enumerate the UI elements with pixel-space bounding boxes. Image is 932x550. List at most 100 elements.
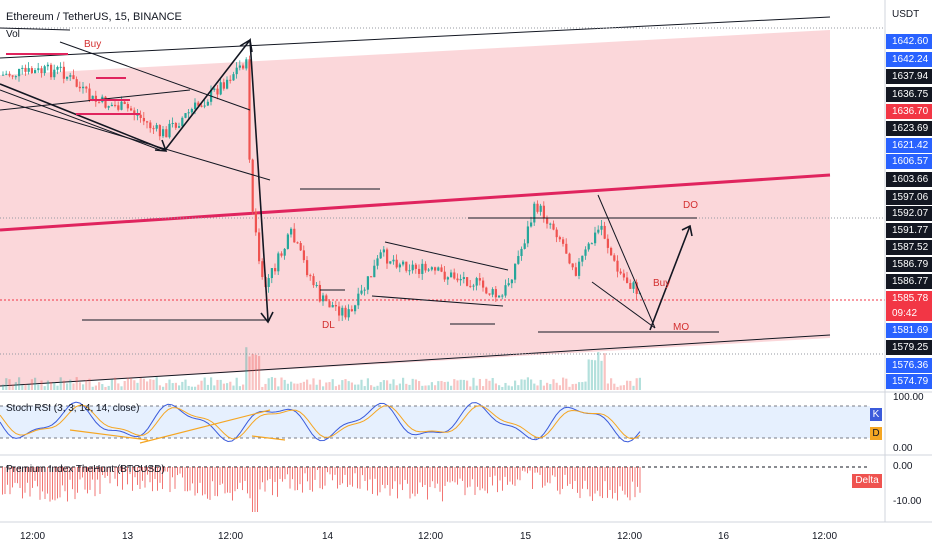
candle-body bbox=[456, 278, 459, 281]
channel-bottom-line[interactable] bbox=[0, 334, 831, 387]
stoch-k-tag: K bbox=[870, 408, 882, 421]
premium-bar bbox=[62, 467, 63, 486]
premium-bar bbox=[324, 467, 326, 486]
premium-bar bbox=[589, 467, 591, 497]
premium-bar bbox=[272, 467, 273, 496]
candle-body bbox=[347, 309, 350, 318]
premium-bar bbox=[277, 467, 278, 497]
candle-body bbox=[501, 295, 504, 297]
candle-body bbox=[594, 232, 597, 244]
volume-bar bbox=[290, 381, 293, 390]
candle-body bbox=[603, 225, 606, 239]
volume-bar bbox=[382, 380, 385, 390]
drawn-rectangles[interactable] bbox=[6, 53, 140, 115]
premium-bar bbox=[387, 467, 388, 486]
candle-body bbox=[626, 277, 629, 284]
candle-body bbox=[251, 159, 254, 212]
time-axis-label: 15 bbox=[520, 531, 532, 542]
volume-bar bbox=[274, 377, 277, 390]
volume-bars bbox=[2, 347, 641, 390]
candle-body bbox=[450, 272, 453, 278]
premium-bar bbox=[389, 467, 391, 496]
premium-bar bbox=[414, 467, 416, 497]
annotation-dl[interactable]: DL bbox=[322, 320, 335, 331]
volume-bar bbox=[114, 377, 117, 390]
premium-bar bbox=[334, 467, 336, 475]
premium-index-title[interactable]: Premium Index TheHunt (BTCUSD) bbox=[6, 464, 165, 475]
premium-bar bbox=[304, 467, 306, 474]
candle-body bbox=[165, 129, 168, 138]
volume-bar bbox=[482, 386, 485, 390]
premium-bar bbox=[269, 467, 271, 479]
premium-bar bbox=[427, 467, 428, 500]
premium-bar bbox=[144, 467, 146, 488]
channel-center-line[interactable] bbox=[0, 173, 831, 232]
time-axis-label: 12:00 bbox=[20, 531, 46, 542]
stoch-rsi-title[interactable]: Stoch RSI (3, 3, 14, 14, close) bbox=[6, 403, 140, 414]
drawn-arrows[interactable] bbox=[0, 37, 693, 331]
candle-body bbox=[526, 226, 529, 244]
stoch-axis-top: 100.00 bbox=[893, 392, 924, 403]
candle-body bbox=[328, 301, 331, 308]
candle-body bbox=[274, 268, 277, 272]
annotation-buy-right[interactable]: Buy bbox=[653, 278, 671, 289]
price-axis-label: 1591.77 bbox=[886, 223, 932, 238]
volume-bar bbox=[610, 378, 613, 390]
volume-bar bbox=[392, 379, 395, 390]
premium-bar bbox=[294, 467, 296, 491]
volume-bar bbox=[437, 381, 440, 390]
volume-bar bbox=[277, 386, 280, 390]
premium-bar bbox=[279, 467, 281, 479]
price-axis-label: 1636.75 bbox=[886, 87, 932, 102]
candle-body bbox=[149, 122, 152, 129]
premium-bar bbox=[604, 467, 606, 482]
volume-bar bbox=[574, 383, 577, 390]
volume-bar bbox=[43, 386, 46, 390]
premium-bar bbox=[134, 467, 136, 478]
premium-bar bbox=[109, 467, 111, 484]
volume-bar bbox=[78, 382, 81, 390]
volume-bar bbox=[142, 378, 145, 390]
candle-body bbox=[510, 279, 513, 284]
price-axis-label: 1637.94 bbox=[886, 69, 932, 84]
premium-bar bbox=[514, 467, 516, 486]
premium-bar bbox=[482, 467, 483, 489]
premium-bar bbox=[64, 467, 66, 492]
channel-top-line[interactable] bbox=[0, 16, 831, 59]
annotation-mo[interactable]: MO bbox=[673, 322, 690, 333]
premium-bar bbox=[204, 467, 206, 495]
volume-label[interactable]: Vol bbox=[6, 29, 20, 40]
candle-body bbox=[290, 228, 293, 235]
volume-bar bbox=[91, 386, 94, 390]
candle-body bbox=[472, 285, 475, 287]
premium-bar bbox=[449, 467, 451, 483]
candle-body bbox=[597, 229, 600, 233]
candle-body bbox=[587, 243, 590, 250]
volume-bar bbox=[133, 380, 136, 390]
annotation-do[interactable]: DO bbox=[683, 200, 698, 211]
volume-bar bbox=[424, 385, 427, 390]
symbol-title[interactable]: Ethereum / TetherUS, 15, BINANCE bbox=[6, 11, 182, 23]
volume-bar bbox=[533, 383, 536, 390]
premium-bar bbox=[29, 467, 31, 497]
volume-bar bbox=[11, 384, 14, 390]
candle-body bbox=[226, 79, 229, 89]
premium-bar bbox=[509, 467, 511, 482]
premium-bar bbox=[39, 467, 41, 500]
premium-bar bbox=[172, 467, 173, 478]
stoch-divergence-lines[interactable] bbox=[69, 409, 286, 444]
annotation-buy-top[interactable]: Buy bbox=[84, 39, 102, 50]
premium-bar bbox=[372, 467, 373, 494]
premium-bar bbox=[157, 467, 158, 491]
premium-bar bbox=[177, 467, 178, 476]
candle-body bbox=[286, 234, 289, 249]
premium-bar bbox=[342, 467, 343, 484]
volume-bar bbox=[622, 385, 625, 390]
premium-bar bbox=[499, 467, 501, 481]
premium-bar bbox=[339, 467, 341, 485]
candle-body bbox=[504, 285, 507, 296]
premium-bar bbox=[287, 467, 288, 475]
premium-bar bbox=[127, 467, 128, 485]
premium-bar bbox=[404, 467, 406, 480]
